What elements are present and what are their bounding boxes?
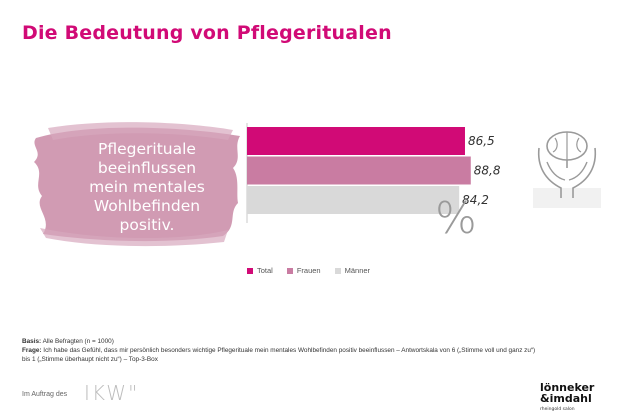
basis-note: Basis: Alle Befragten (n = 1000): [22, 337, 622, 346]
brand-logo: lönneker &imdahl rheingold salon: [540, 382, 620, 415]
basis-text: Alle Befragten (n = 1000): [41, 338, 114, 345]
frage-label: Frage:: [22, 347, 42, 354]
footnotes: Basis: Alle Befragten (n = 1000) Frage: …: [22, 337, 622, 364]
ikw-logo: IKW": [84, 381, 140, 405]
lead-line: positiv.: [119, 216, 175, 234]
brand-line-2: &imdahl: [540, 392, 592, 405]
legend-swatch: [247, 267, 253, 274]
data-label: 86,5: [468, 134, 495, 148]
frage-text: Ich habe das Gefühl, dass mir persönlich…: [41, 347, 536, 354]
lead-line: Wohlbefinden: [93, 197, 201, 215]
legend-item-maenner: Männer: [334, 266, 371, 275]
brain-in-hands-icon: [533, 131, 601, 208]
percent-symbol: %: [435, 193, 477, 244]
bar-männer: [247, 186, 460, 214]
legend-swatch: [334, 267, 341, 274]
data-label: 84,2: [462, 193, 489, 207]
bar-frauen: [247, 156, 471, 185]
bar-total: [247, 127, 465, 155]
brand-line-1: lönneker: [540, 381, 595, 394]
brush-stroke-background: [34, 122, 240, 247]
page-title: Die Bedeutung von Pflegeritualen: [22, 22, 392, 44]
brand-sub: rheingold salon: [540, 407, 575, 412]
legend-swatch: [286, 267, 293, 274]
legend-label: Männer: [344, 266, 371, 275]
legend-item-frauen: Frauen: [286, 266, 321, 275]
frage-note-cont: bis 1 („Stimme überhaupt nicht zu“) – To…: [22, 356, 158, 363]
lead-line: mein mentales: [89, 178, 205, 196]
legend-label: Frauen: [296, 266, 321, 275]
lead-line: Pflegerituale: [98, 140, 196, 158]
lead-statement: Pflegerituale beeinflussen mein mentales…: [52, 140, 242, 235]
legend-label: Total: [257, 266, 273, 275]
frage-note: Frage: Ich habe das Gefühl, dass mir per…: [22, 346, 622, 355]
legend-item-total: Total: [247, 266, 273, 275]
im-auftrag-text: Im Auftrag des: [22, 391, 68, 398]
data-label: 88,8: [474, 164, 501, 178]
lead-line: beeinflussen: [97, 159, 197, 177]
chart-legend: Total Frauen Männer: [247, 266, 370, 275]
basis-label: Basis:: [22, 338, 42, 345]
